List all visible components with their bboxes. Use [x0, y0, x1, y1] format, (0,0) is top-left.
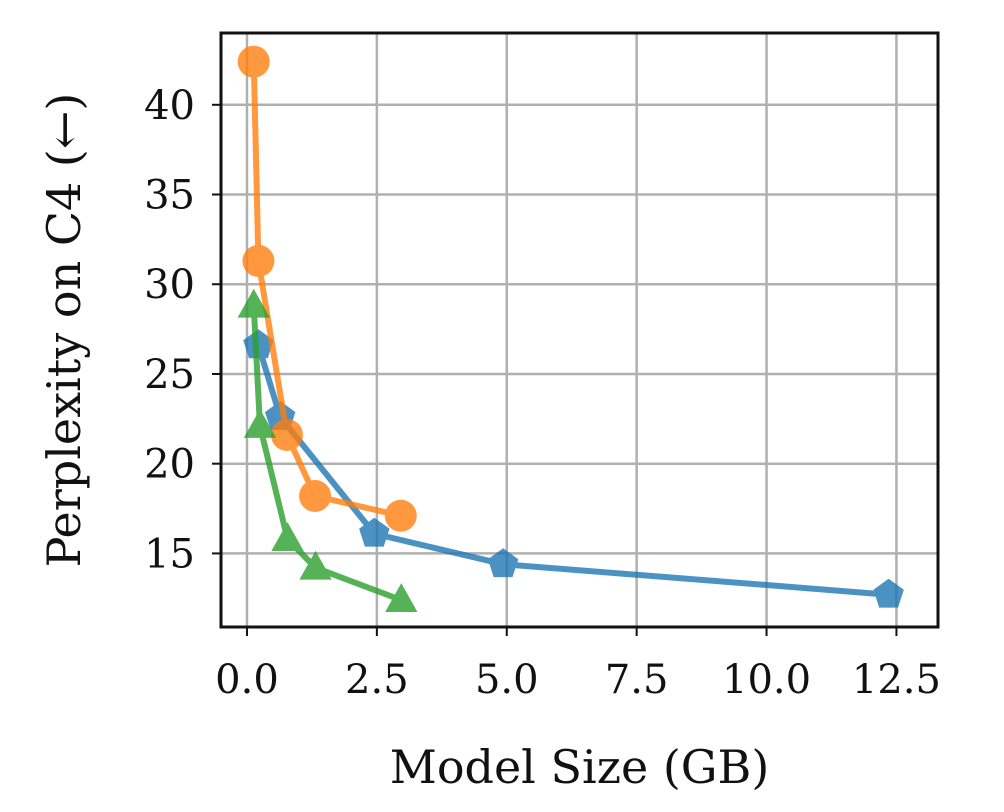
plot-frame	[219, 31, 940, 629]
series-line	[250, 58, 404, 519]
series-circle	[237, 45, 417, 532]
series-layer	[237, 45, 904, 612]
data-point-triangle	[271, 522, 304, 551]
x-tick-label: 0.0	[215, 657, 279, 703]
data-point-circle	[299, 479, 332, 512]
data-point-triangle	[243, 409, 277, 438]
grid	[221, 33, 938, 627]
y-tick-label: 30	[144, 262, 195, 308]
series-line	[255, 342, 892, 598]
data-point-pentagon	[873, 578, 904, 608]
data-point-triangle	[299, 550, 332, 580]
x-tick-label: 2.5	[345, 657, 409, 703]
data-point-circle	[237, 45, 270, 78]
data-point-triangle	[385, 583, 418, 612]
x-tick-label: 12.5	[852, 657, 941, 703]
y-tick-label: 40	[144, 83, 195, 129]
y-tick-label: 25	[144, 352, 195, 398]
series-triangle	[237, 288, 418, 612]
x-tick-label: 7.5	[605, 657, 669, 703]
x-tick-label: 5.0	[475, 657, 539, 703]
data-point-circle	[270, 418, 303, 451]
data-point-triangle	[237, 288, 270, 318]
data-point-pentagon	[359, 517, 390, 547]
x-axis-label: Model Size (GB)	[390, 740, 770, 794]
y-tick-label: 20	[144, 442, 195, 488]
series-pentagon	[243, 329, 904, 608]
data-point-circle	[384, 499, 417, 532]
y-tick-label: 15	[144, 531, 195, 577]
y-axis-label: Perplexity on C4 (←)	[37, 93, 91, 568]
data-point-pentagon	[487, 548, 519, 578]
y-tick-label: 35	[144, 173, 195, 219]
x-tick-label: 10.0	[722, 657, 811, 703]
ticks: 0.0 2.5 5.0 7.5 10.0 12.5 15 20 25 30 35 40	[144, 83, 941, 703]
data-point-circle	[242, 244, 275, 277]
